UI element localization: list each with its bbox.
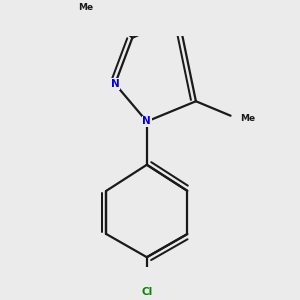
Text: Me: Me	[240, 114, 255, 123]
Text: N: N	[111, 79, 119, 89]
Text: N: N	[142, 116, 151, 127]
Text: Cl: Cl	[141, 287, 152, 297]
Text: Me: Me	[79, 3, 94, 12]
